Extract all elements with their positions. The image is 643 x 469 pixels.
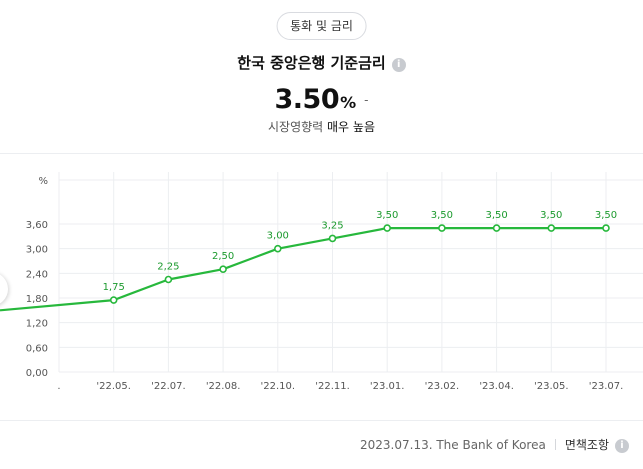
page-title-row: 한국 중앙은행 기준금리 i [0, 52, 643, 73]
rate-value: 3.50 [274, 84, 340, 115]
data-point [164, 275, 173, 284]
data-point [109, 296, 118, 304]
data-label: 1,75 [103, 282, 125, 293]
x-tick-label: '22.11. [315, 381, 350, 392]
x-tick-label: '22.08. [206, 381, 241, 392]
category-chip[interactable]: 통화 및 금리 [276, 12, 367, 40]
page-title: 한국 중앙은행 기준금리 [237, 54, 386, 72]
impact-label: 시장영향력 [267, 120, 324, 134]
x-tick-label: '23.02. [425, 381, 460, 392]
y-axis-unit: % [38, 176, 48, 187]
data-point [492, 224, 501, 232]
chart-area: 0,00 0,60 1,20 1,80 2,40 3,00 3,60%. '22.05. '22… [0, 153, 643, 421]
footer: 2023.07.13. The Bank of Korea 면책조항 i [360, 436, 629, 453]
data-point [273, 244, 282, 253]
x-tick-label: '23.05. [534, 381, 569, 392]
data-point [383, 224, 392, 232]
source-text: 2023.07.13. The Bank of Korea [360, 438, 546, 452]
data-point [547, 224, 556, 232]
data-label: 3,00 [267, 231, 289, 242]
disclaimer-link[interactable]: 면책조항 [564, 438, 609, 452]
impact-level: 매우 높음 [327, 120, 375, 134]
y-tick-label: 2,40 [26, 269, 48, 280]
x-tick-label: '23.07. [589, 381, 624, 392]
data-label: 3,50 [485, 210, 507, 221]
x-tick-label: '22.05. [96, 381, 131, 392]
data-point [219, 265, 227, 274]
x-tick-label: '23.04. [479, 381, 514, 392]
x-tick-label: '23.01. [370, 381, 405, 392]
rate-unit: % [340, 93, 357, 112]
data-point [328, 234, 337, 243]
footer-divider [554, 439, 556, 450]
data-label: 2,25 [157, 262, 179, 273]
data-point [602, 224, 610, 232]
y-tick-label: 0,00 [26, 368, 48, 379]
data-label: 3,50 [376, 210, 398, 221]
data-label: 2,50 [212, 251, 234, 262]
rate-line-chart: 0,00 0,60 1,20 1,80 2,40 3,00 3,60%. '22.05. '22… [0, 172, 643, 392]
rate-change: - [364, 93, 369, 107]
y-tick-label: 1,80 [26, 294, 48, 305]
data-label: 3,50 [540, 210, 562, 221]
y-tick-label: 1,20 [26, 319, 48, 330]
chart-scroll-handle[interactable] [0, 272, 8, 306]
x-tick-label: . [57, 381, 60, 392]
data-label: 3,50 [595, 210, 617, 221]
data-label: 3,25 [321, 220, 343, 231]
info-icon[interactable]: i [391, 58, 406, 72]
x-tick-label: '22.10. [261, 381, 296, 392]
rate-display: 3.50% - [0, 84, 643, 115]
y-tick-label: 3,00 [26, 245, 48, 256]
market-impact: 시장영향력 매우 높음 [0, 118, 643, 135]
data-point [438, 224, 446, 232]
disclaimer-info-icon[interactable]: i [615, 439, 629, 453]
y-tick-label: 3,60 [26, 220, 48, 231]
y-tick-label: 0,60 [26, 343, 48, 354]
data-label: 3,50 [431, 210, 453, 221]
x-tick-label: '22.07. [151, 381, 186, 392]
